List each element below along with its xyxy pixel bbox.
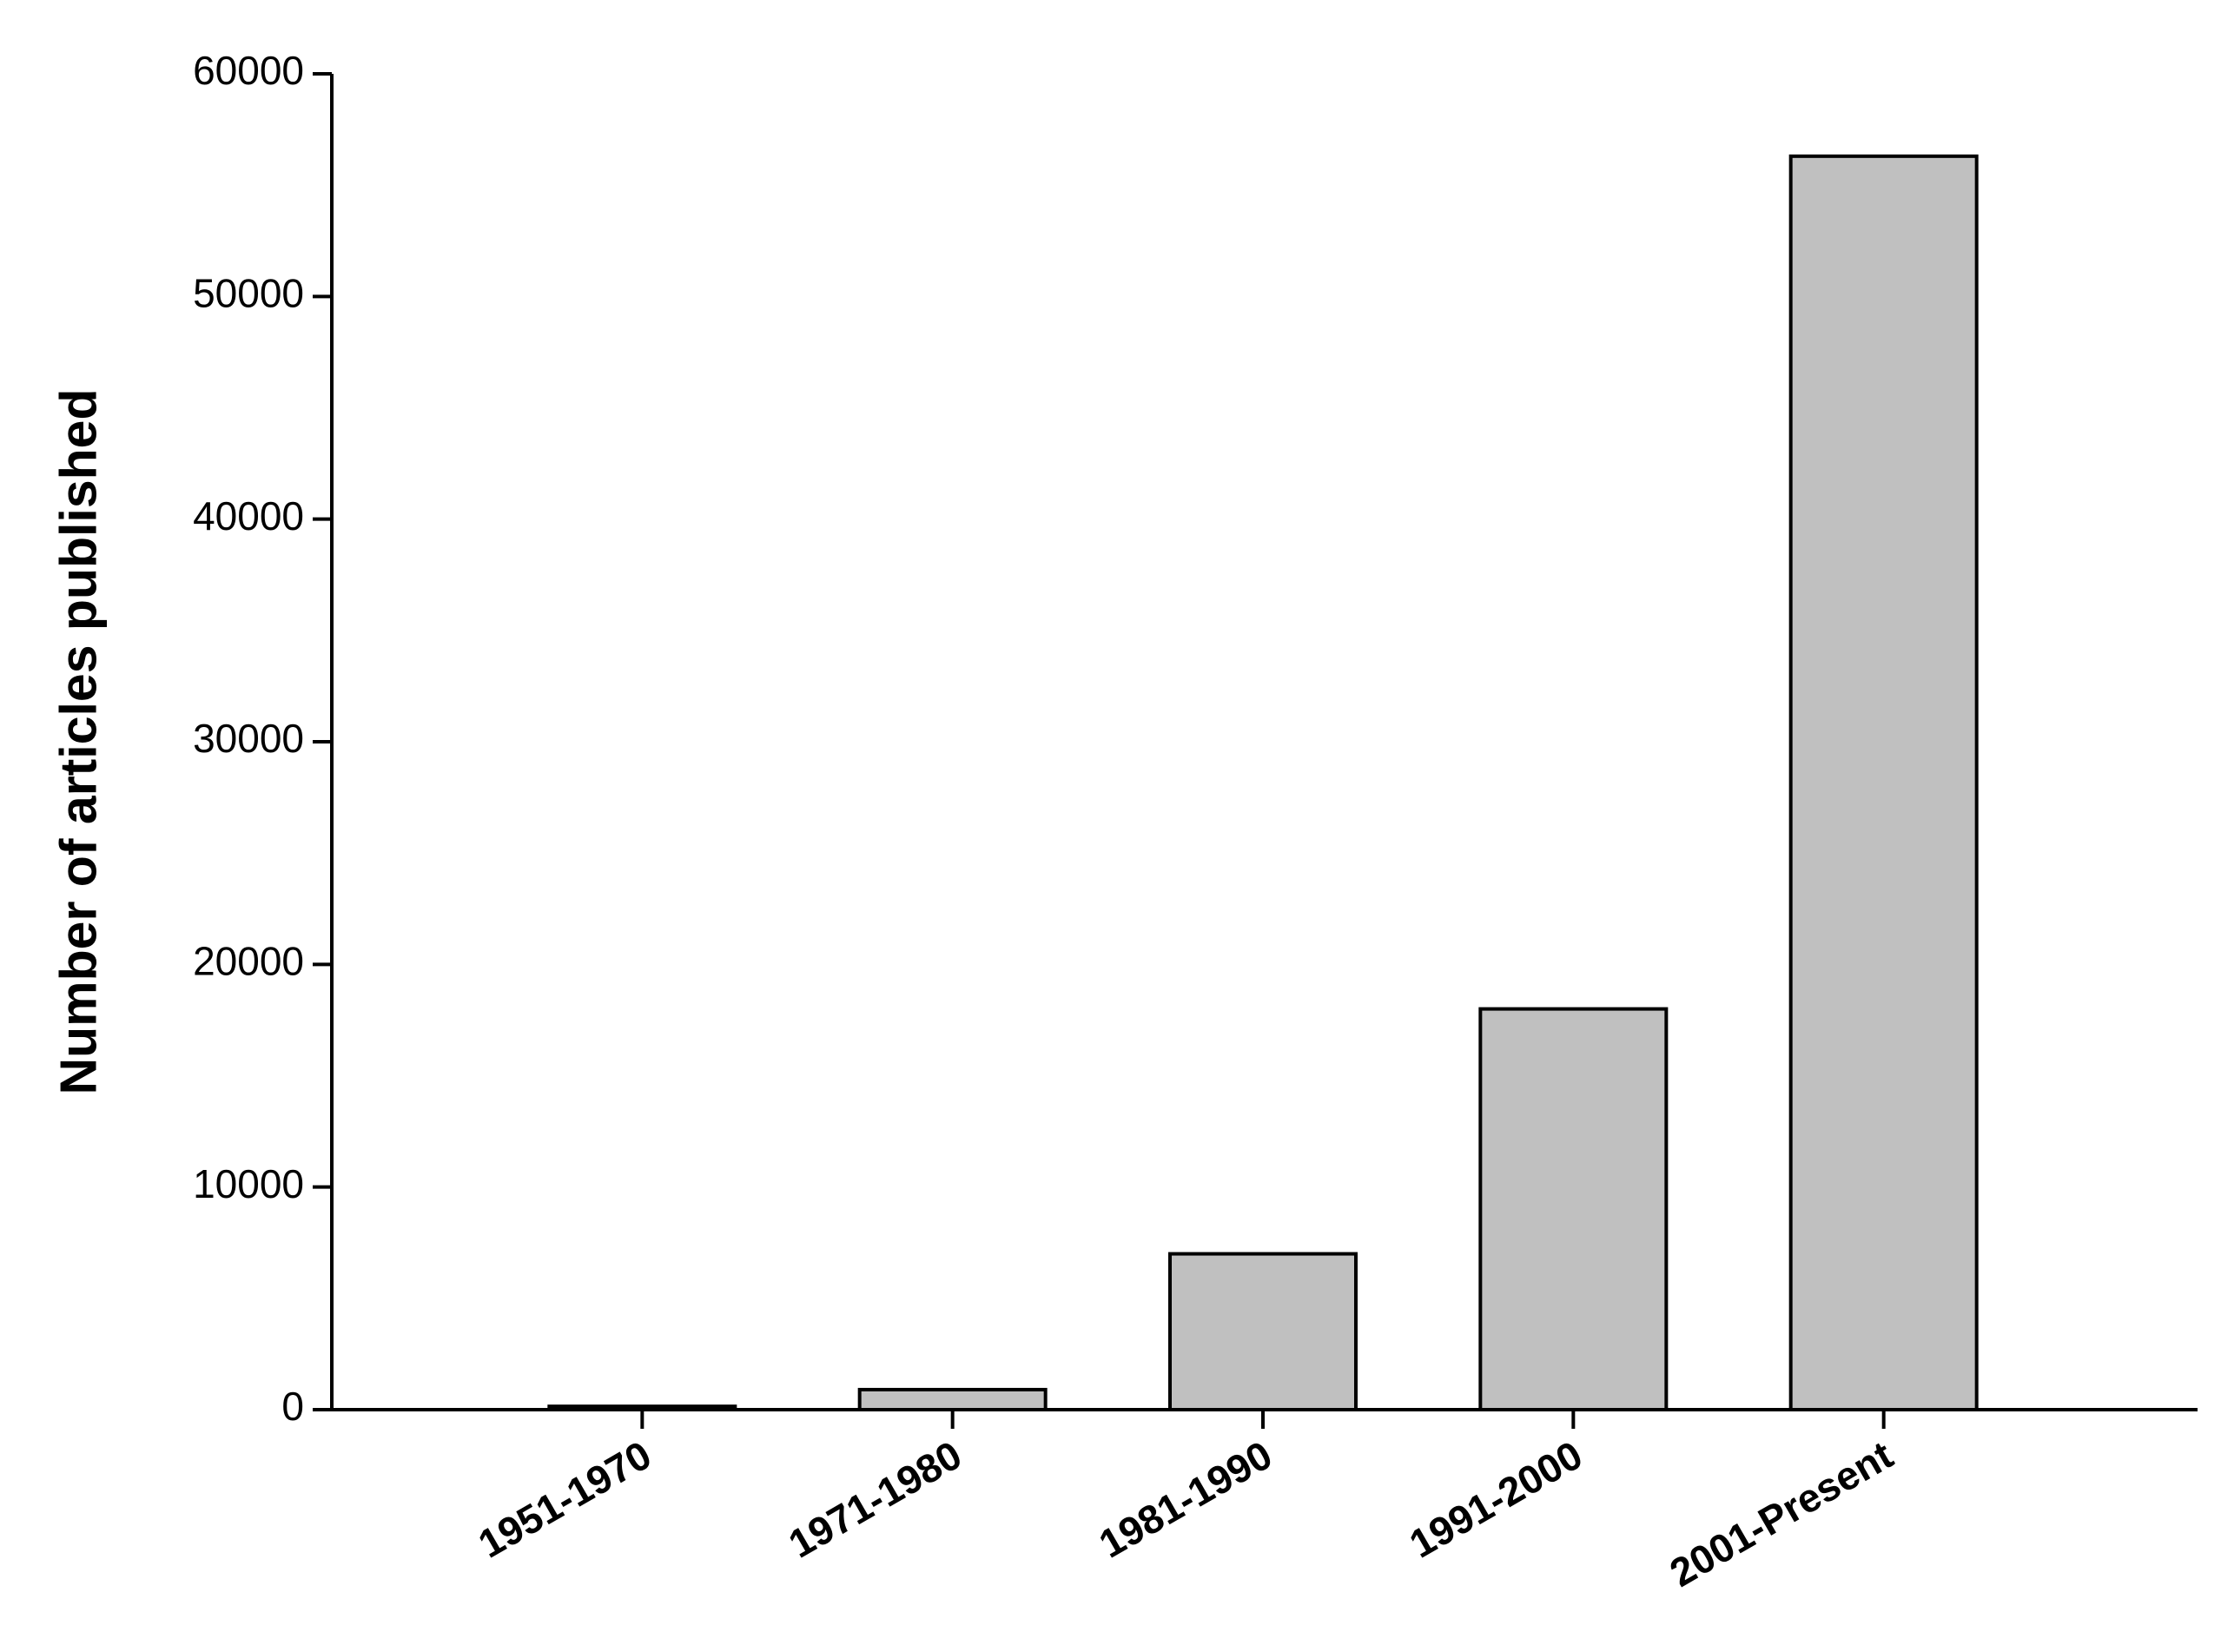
x-tick-label: 1991-2000 bbox=[1402, 1432, 1590, 1567]
y-tick-label: 20000 bbox=[193, 938, 304, 983]
y-tick-label: 0 bbox=[281, 1384, 304, 1429]
bar bbox=[857, 1387, 1048, 1412]
bar bbox=[1478, 1007, 1669, 1411]
x-tick-label: 1971-1980 bbox=[781, 1432, 969, 1567]
y-axis-label: Number of articles published bbox=[50, 388, 108, 1094]
y-tick-label: 40000 bbox=[193, 493, 304, 539]
y-tick-label: 60000 bbox=[193, 48, 304, 93]
y-tick-label: 50000 bbox=[193, 270, 304, 315]
x-tick-label: 2001-Present bbox=[1662, 1432, 1900, 1596]
bar bbox=[1788, 154, 1979, 1411]
y-tick-label: 30000 bbox=[193, 716, 304, 761]
bar bbox=[547, 1404, 737, 1412]
y-tick-label: 10000 bbox=[193, 1161, 304, 1206]
bar bbox=[1168, 1252, 1358, 1411]
x-tick-label: 1981-1990 bbox=[1091, 1432, 1279, 1567]
x-tick-label: 1951-1970 bbox=[471, 1432, 659, 1567]
